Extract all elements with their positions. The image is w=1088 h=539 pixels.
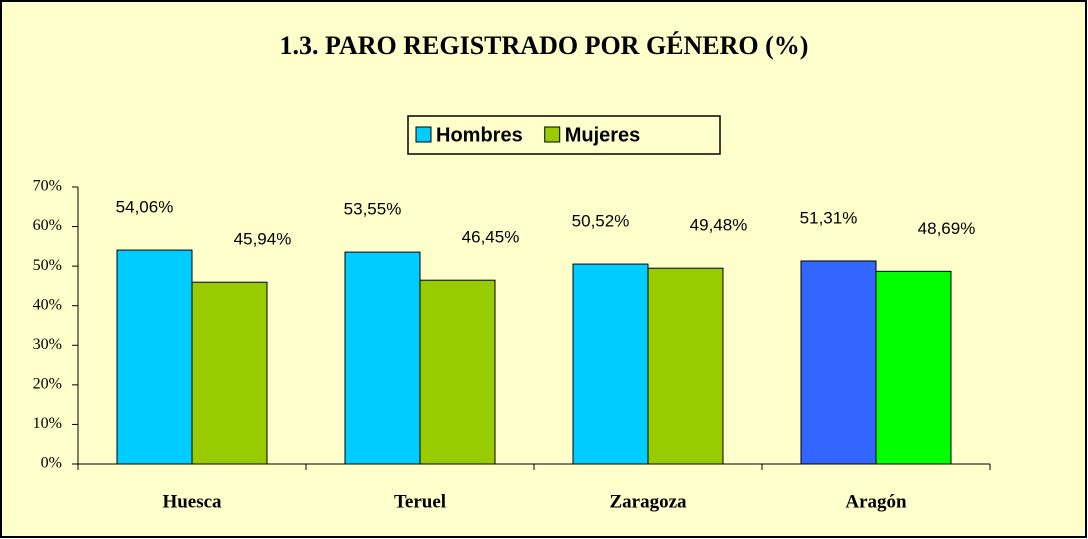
x-tick-label: Zaragoza (609, 491, 687, 512)
value-label: 53,55% (344, 200, 402, 219)
y-tick-label: 0% (41, 455, 62, 472)
bar (419, 279, 496, 465)
y-tick-label: 30% (33, 336, 62, 353)
value-label: 54,06% (116, 198, 174, 217)
value-label: 45,94% (234, 230, 292, 249)
bar (191, 281, 268, 465)
legend-box (407, 115, 721, 155)
y-tick-label: 20% (33, 376, 62, 393)
bar (647, 267, 724, 465)
legend-label: Hombres (436, 124, 523, 146)
bar (116, 249, 193, 465)
bar (572, 263, 649, 465)
y-tick-label: 10% (33, 415, 62, 432)
y-tick-label: 50% (33, 257, 62, 274)
bar (344, 251, 421, 465)
bar (875, 270, 952, 465)
value-label: 46,45% (462, 228, 520, 247)
chart-title: 1.3. PARO REGISTRADO POR GÉNERO (%) (280, 31, 809, 60)
value-label: 48,69% (918, 219, 976, 238)
value-label: 51,31% (800, 208, 858, 227)
legend-swatch (415, 126, 432, 143)
y-tick-label: 70% (33, 178, 62, 195)
legend-label: Mujeres (565, 124, 641, 146)
value-label: 50,52% (572, 212, 630, 231)
y-tick-label: 60% (33, 217, 62, 234)
x-tick-label: Aragón (845, 491, 907, 512)
x-tick-label: Teruel (394, 491, 446, 512)
legend-swatch (544, 126, 561, 143)
y-tick-label: 40% (33, 296, 62, 313)
bar (800, 260, 877, 465)
x-tick-label: Huesca (162, 491, 222, 512)
value-label: 49,48% (690, 216, 748, 235)
